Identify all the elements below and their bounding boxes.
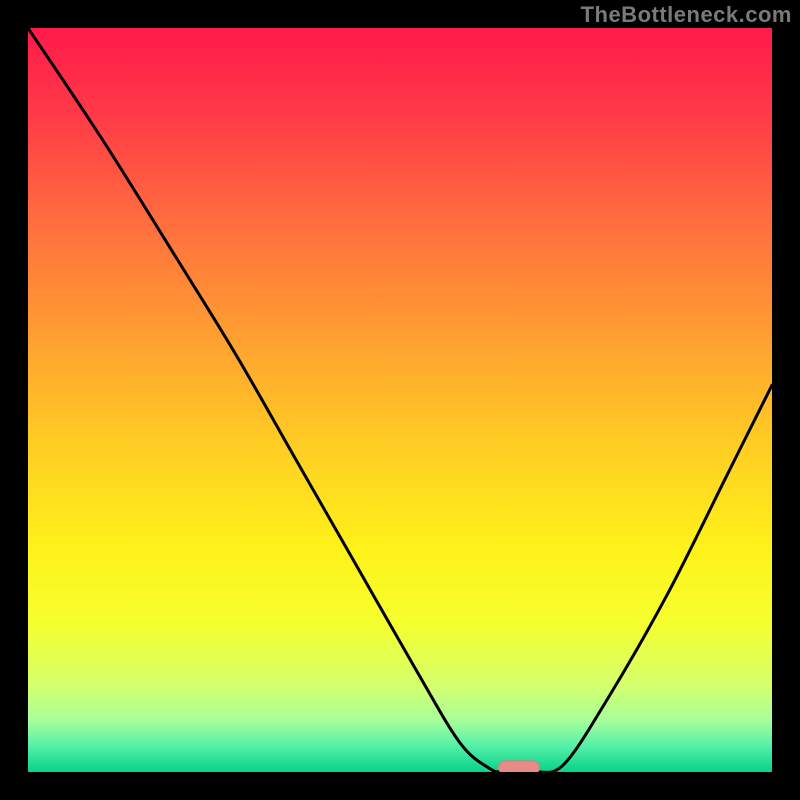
optimal-marker: [499, 761, 540, 772]
watermark-text: TheBottleneck.com: [581, 2, 792, 28]
bottleneck-chart: [28, 28, 772, 772]
chart-frame: TheBottleneck.com: [0, 0, 800, 800]
chart-background: [28, 28, 772, 772]
